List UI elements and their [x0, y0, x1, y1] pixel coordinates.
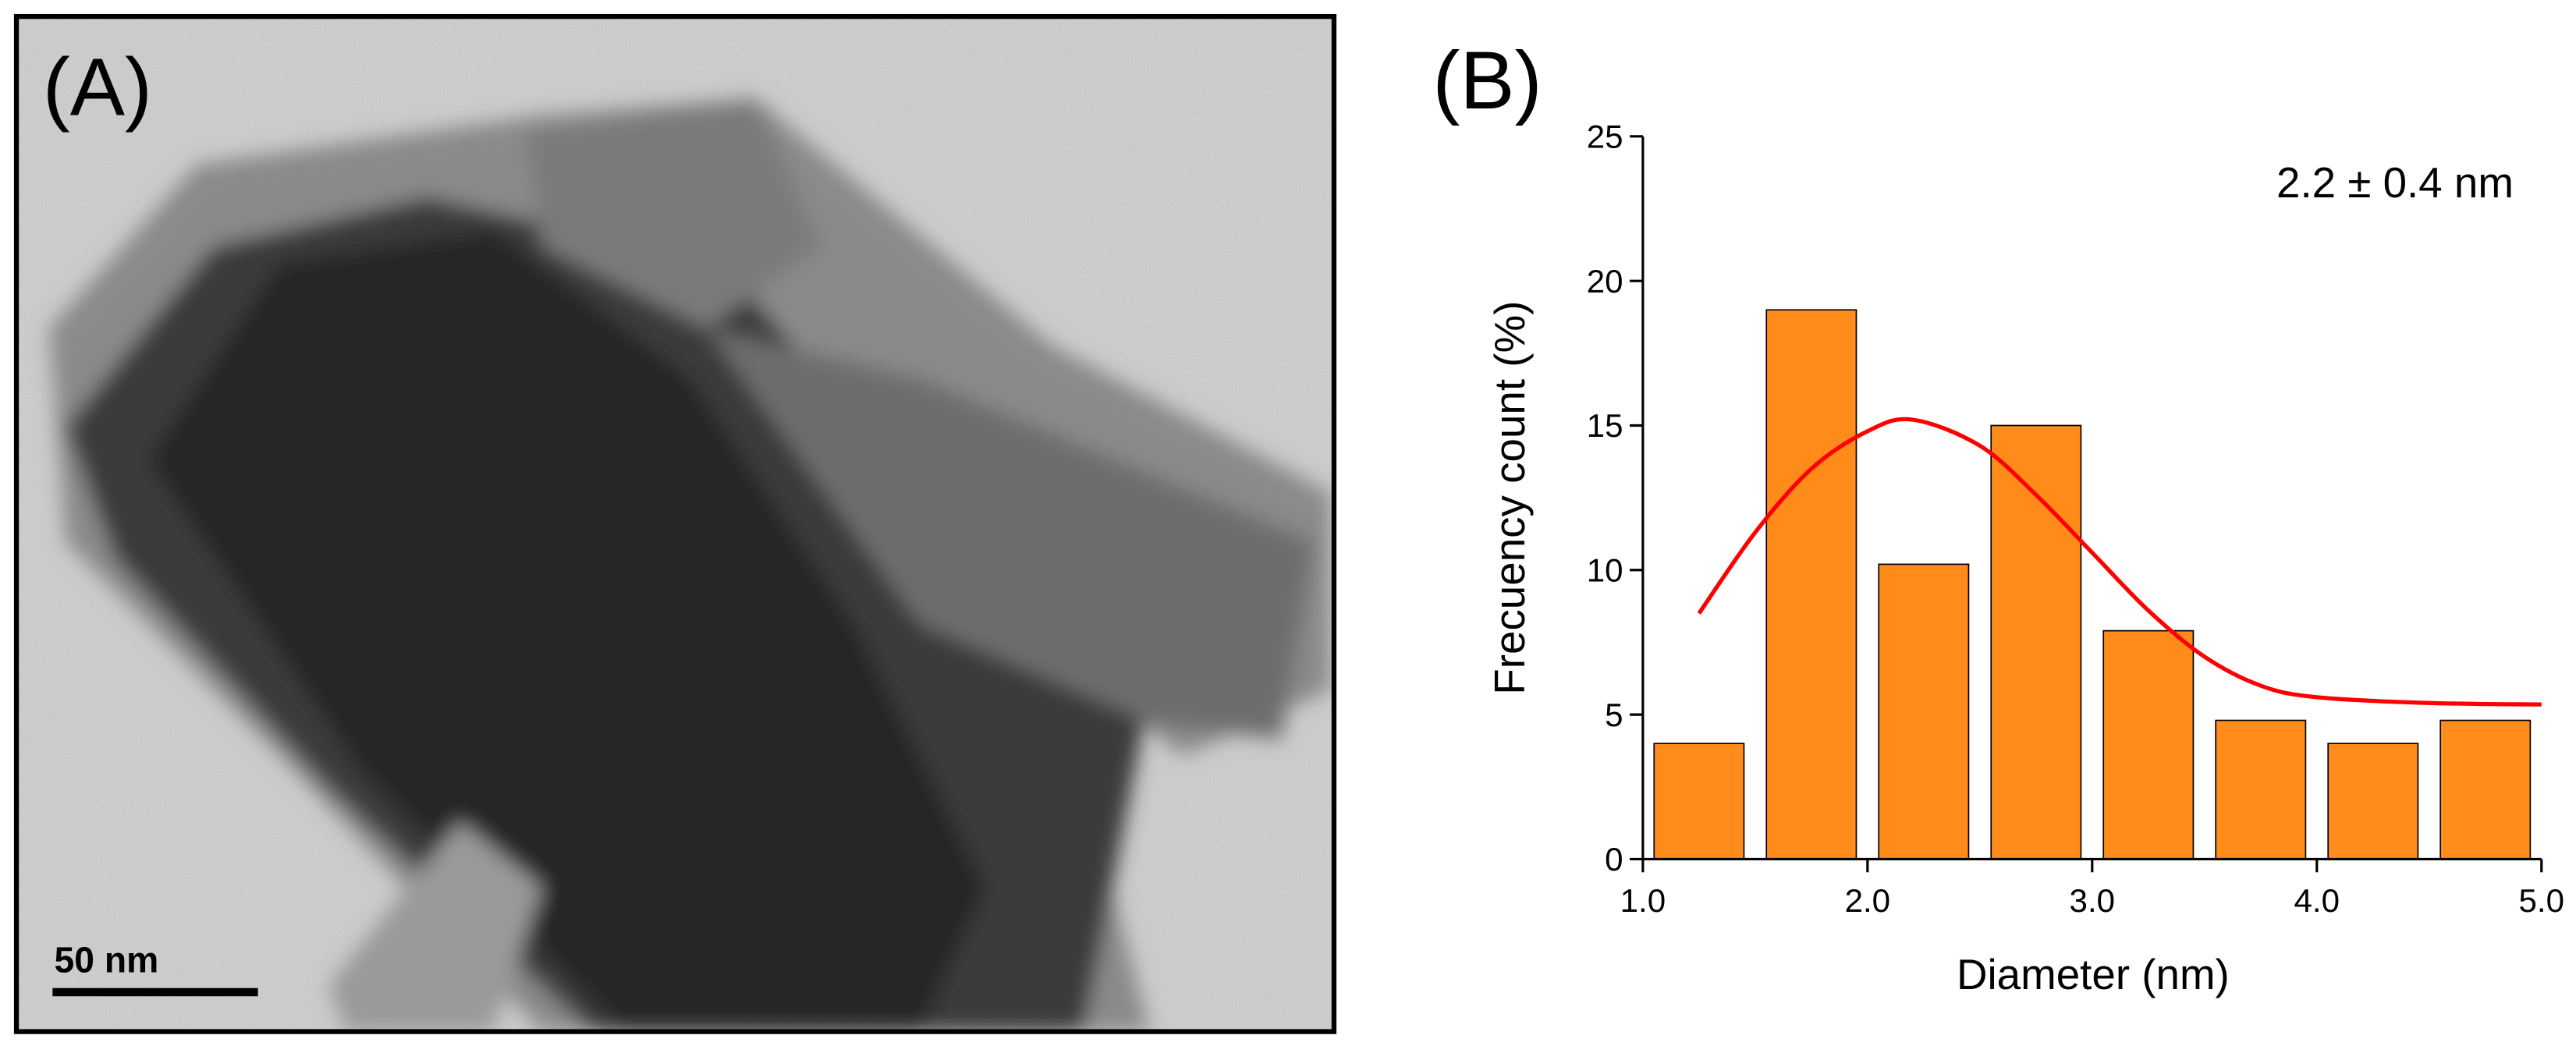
annotation: 2.2 ± 0.4 nm: [2276, 158, 2514, 207]
x-tick-label: 1.0: [1620, 882, 1666, 919]
x-tick-label: 5.0: [2519, 882, 2565, 919]
bar: [1653, 743, 1745, 860]
image-frame: [13, 13, 1337, 1034]
bar: [2215, 719, 2307, 860]
bar: [1878, 563, 1970, 860]
y-tick-label: 5: [1605, 697, 1623, 733]
fit-curve: [1697, 417, 2542, 707]
x-tick-label: 3.0: [2070, 882, 2116, 919]
scale-bar-label: 50 nm: [54, 940, 158, 980]
y-tick-label: 10: [1587, 552, 1623, 589]
y-tick-label: 25: [1587, 119, 1623, 155]
x-tick-label: 2.0: [1845, 882, 1891, 919]
bar: [2102, 629, 2195, 860]
bar: [1990, 424, 2082, 860]
tem-image: [16, 16, 1334, 1032]
x-tick-label: 4.0: [2294, 882, 2340, 919]
x-axis-label: Diameter (nm): [1957, 950, 2230, 998]
y-tick-label: 20: [1587, 263, 1623, 300]
bar: [2439, 719, 2532, 860]
y-tick-label: 0: [1605, 841, 1623, 878]
y-axis-label: Frecuency count (%): [1485, 301, 1534, 695]
panel-label: (A): [43, 41, 152, 133]
panel-label: (B): [1432, 35, 1542, 126]
bar: [2327, 743, 2419, 860]
y-tick-label: 15: [1587, 407, 1623, 444]
bar: [1765, 309, 1857, 860]
